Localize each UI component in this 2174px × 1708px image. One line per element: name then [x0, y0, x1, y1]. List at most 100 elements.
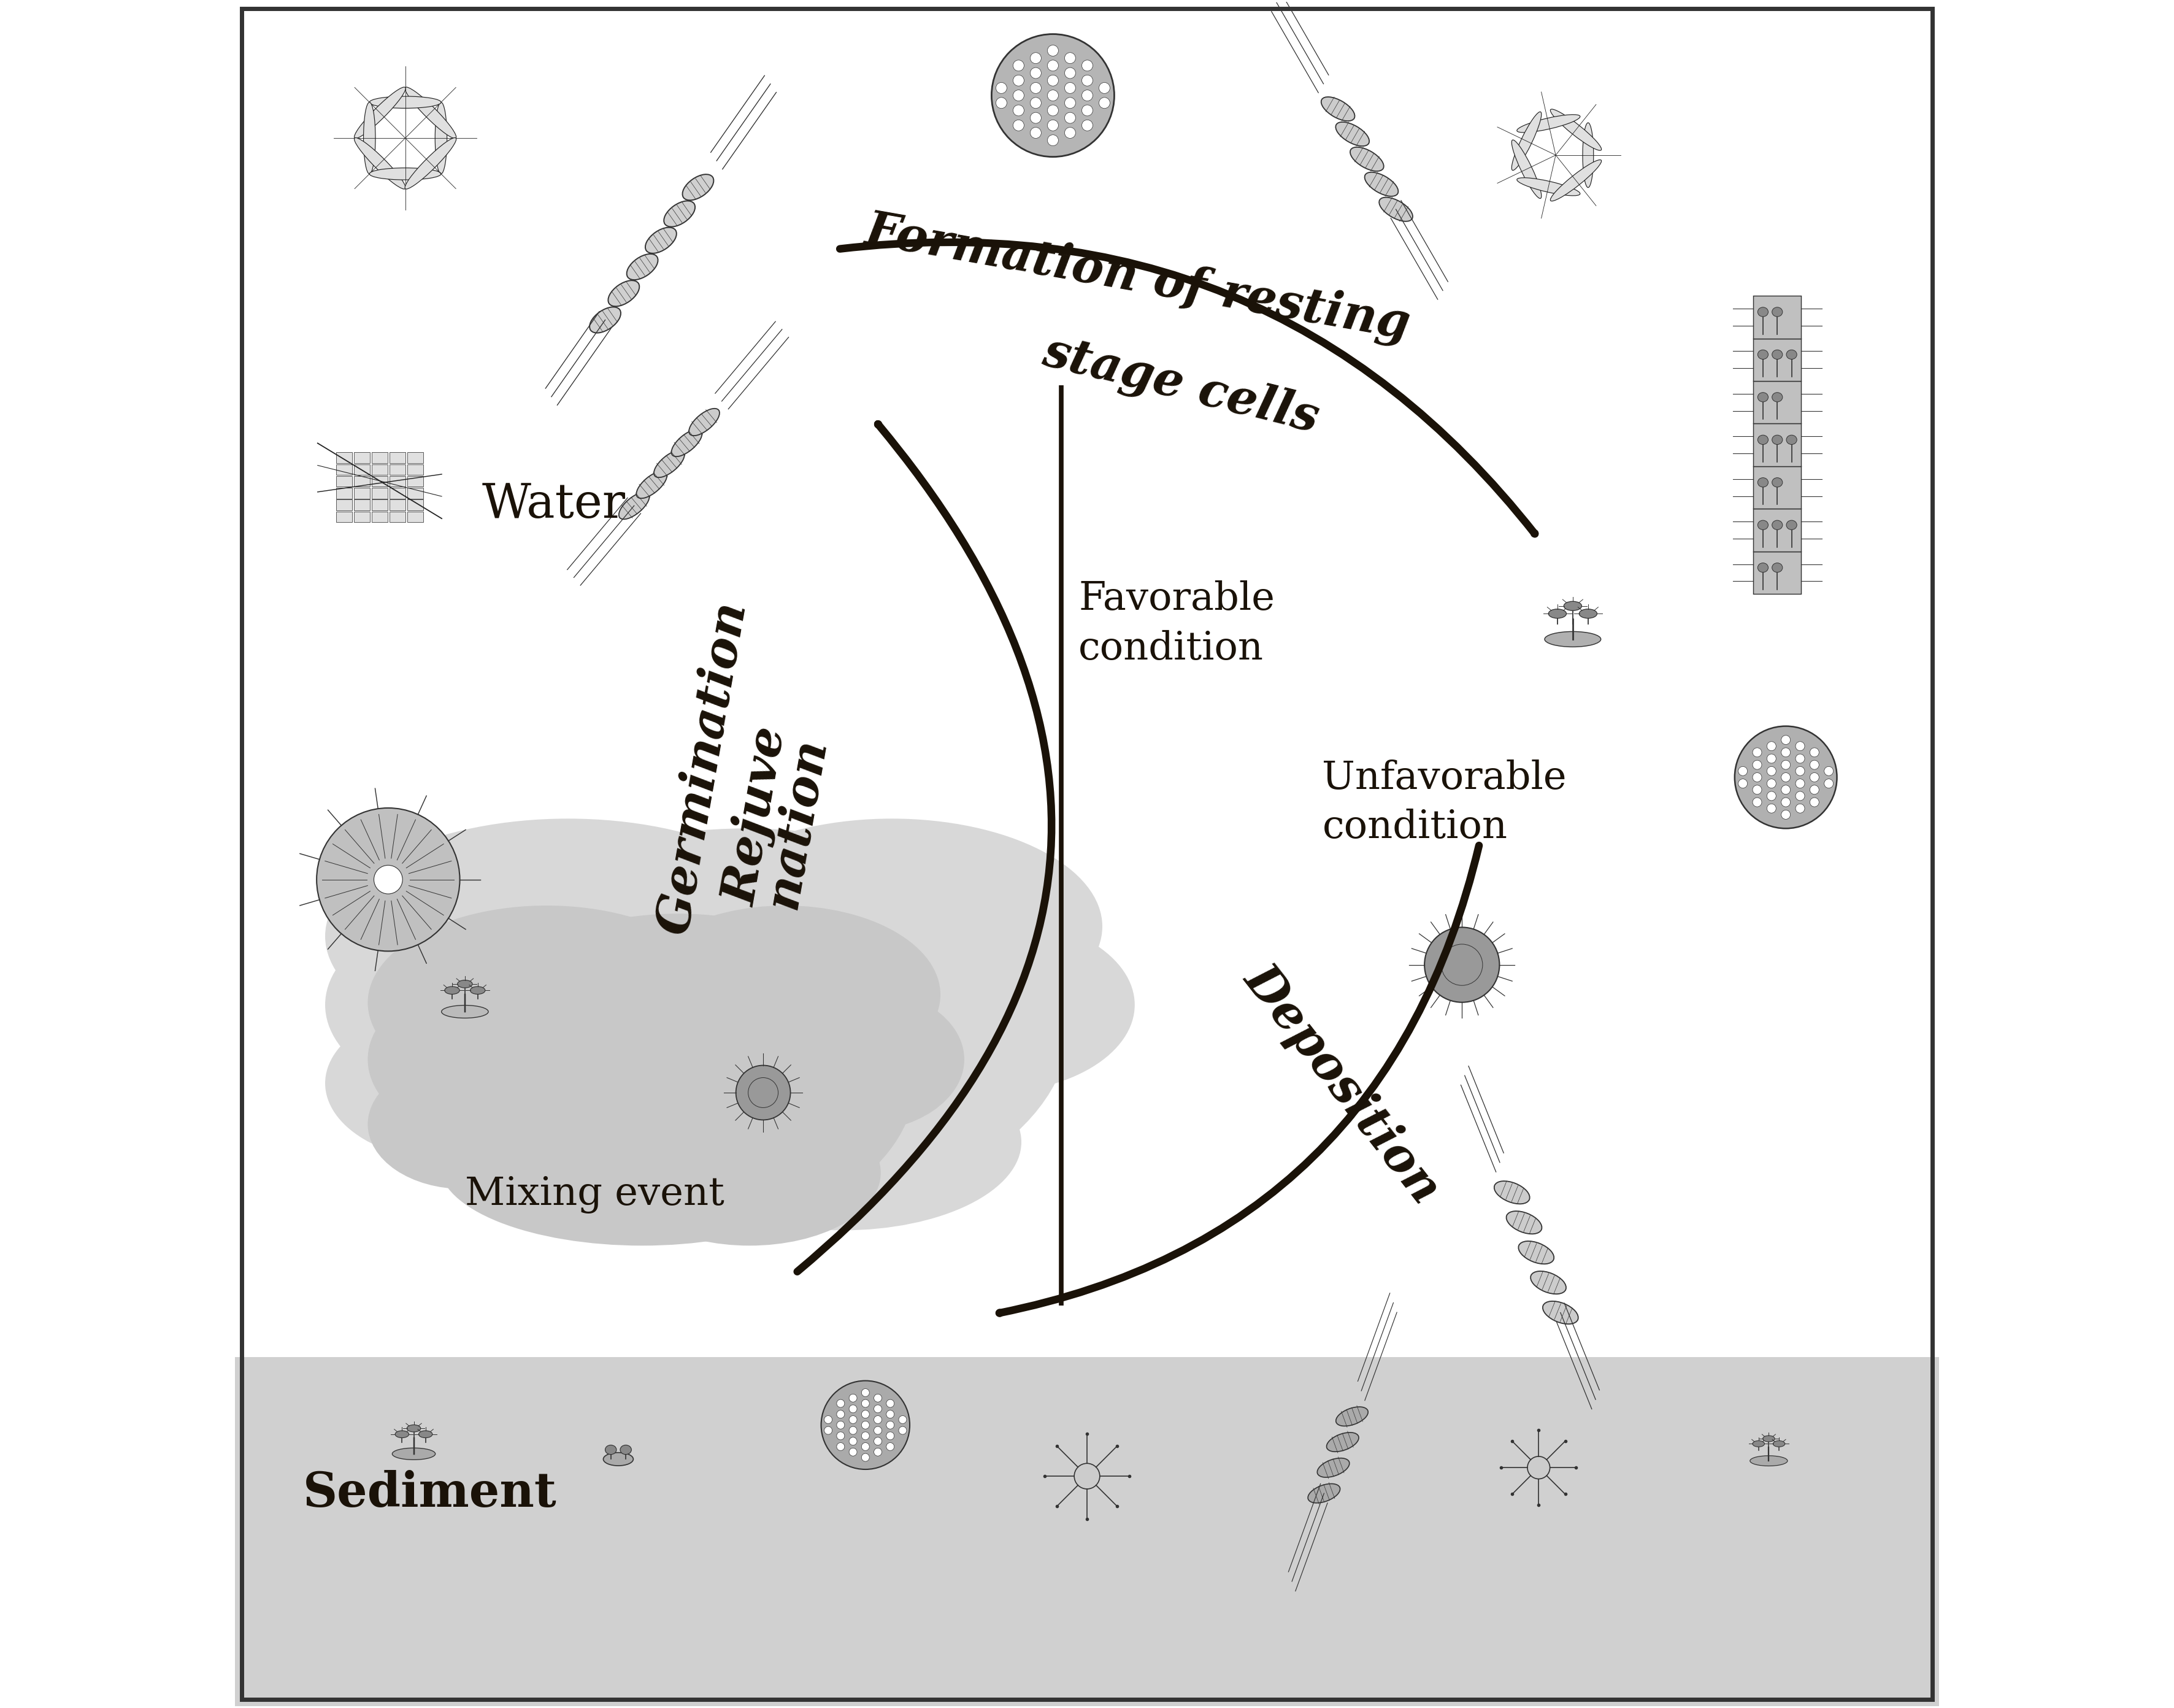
Text: Water: Water	[483, 482, 626, 528]
Circle shape	[991, 34, 1115, 157]
Circle shape	[861, 1431, 870, 1440]
Ellipse shape	[1772, 393, 1783, 401]
Ellipse shape	[1548, 610, 1565, 618]
Circle shape	[1030, 128, 1041, 138]
Ellipse shape	[1335, 121, 1370, 147]
FancyBboxPatch shape	[1754, 381, 1800, 424]
Ellipse shape	[609, 280, 639, 306]
Circle shape	[1083, 75, 1094, 85]
Circle shape	[874, 1426, 883, 1435]
Ellipse shape	[1759, 564, 1767, 572]
Circle shape	[850, 1448, 857, 1455]
Ellipse shape	[1365, 173, 1398, 196]
Circle shape	[837, 1421, 844, 1430]
Ellipse shape	[1326, 1433, 1359, 1452]
Circle shape	[1767, 791, 1776, 801]
Ellipse shape	[1511, 140, 1541, 198]
FancyBboxPatch shape	[354, 500, 370, 511]
Ellipse shape	[665, 1054, 1022, 1230]
Ellipse shape	[404, 87, 457, 138]
Text: Favorable
condition: Favorable condition	[1078, 581, 1274, 668]
Circle shape	[1824, 779, 1833, 787]
Circle shape	[1752, 798, 1761, 806]
Ellipse shape	[626, 254, 659, 280]
Circle shape	[1013, 91, 1024, 101]
Circle shape	[1752, 748, 1761, 757]
FancyBboxPatch shape	[407, 477, 424, 487]
Ellipse shape	[672, 429, 702, 456]
Circle shape	[824, 1416, 833, 1423]
Ellipse shape	[1578, 610, 1598, 618]
Ellipse shape	[683, 174, 713, 200]
FancyBboxPatch shape	[372, 465, 387, 475]
Ellipse shape	[646, 227, 676, 253]
Text: Rejuve
nation: Rejuve nation	[717, 724, 837, 915]
FancyBboxPatch shape	[354, 453, 370, 463]
Circle shape	[887, 1443, 894, 1450]
Circle shape	[1083, 104, 1094, 116]
Circle shape	[1065, 68, 1076, 79]
Circle shape	[850, 1436, 857, 1445]
Ellipse shape	[1378, 198, 1413, 222]
Circle shape	[887, 1431, 894, 1440]
Circle shape	[1048, 75, 1059, 85]
Circle shape	[1030, 113, 1041, 123]
Circle shape	[1752, 760, 1761, 769]
FancyBboxPatch shape	[372, 477, 387, 487]
Ellipse shape	[367, 1059, 559, 1189]
Ellipse shape	[1511, 111, 1541, 171]
FancyBboxPatch shape	[372, 453, 387, 463]
FancyBboxPatch shape	[389, 500, 404, 511]
Circle shape	[850, 1416, 857, 1423]
Circle shape	[1767, 753, 1776, 763]
Ellipse shape	[620, 492, 650, 519]
FancyBboxPatch shape	[337, 477, 352, 487]
Ellipse shape	[1763, 1436, 1774, 1442]
Ellipse shape	[1563, 601, 1583, 610]
Circle shape	[1083, 91, 1094, 101]
Circle shape	[1781, 772, 1791, 782]
Ellipse shape	[604, 1452, 633, 1465]
Circle shape	[1824, 767, 1833, 775]
FancyBboxPatch shape	[354, 511, 370, 523]
Circle shape	[850, 1406, 857, 1413]
Circle shape	[1048, 44, 1059, 56]
Ellipse shape	[1759, 478, 1767, 487]
Text: Sediment: Sediment	[302, 1471, 557, 1517]
Circle shape	[1796, 791, 1804, 801]
Circle shape	[887, 1421, 894, 1430]
Circle shape	[1083, 60, 1094, 72]
Circle shape	[1767, 767, 1776, 775]
Ellipse shape	[604, 1445, 617, 1455]
Circle shape	[1424, 927, 1500, 1003]
Ellipse shape	[435, 102, 448, 174]
Text: stage cells: stage cells	[1037, 328, 1324, 442]
Ellipse shape	[1759, 307, 1767, 316]
Ellipse shape	[404, 138, 457, 190]
Ellipse shape	[620, 1445, 630, 1455]
Ellipse shape	[391, 1448, 435, 1460]
Circle shape	[1065, 53, 1076, 63]
FancyBboxPatch shape	[407, 488, 424, 499]
Ellipse shape	[1759, 350, 1767, 359]
Circle shape	[1809, 748, 1820, 757]
Circle shape	[1781, 786, 1791, 794]
Circle shape	[1074, 1464, 1100, 1489]
Ellipse shape	[1752, 1442, 1765, 1447]
FancyBboxPatch shape	[1754, 424, 1800, 466]
Ellipse shape	[441, 1006, 489, 1018]
Circle shape	[1735, 726, 1837, 828]
Circle shape	[850, 1426, 857, 1435]
Circle shape	[1781, 798, 1791, 806]
Ellipse shape	[439, 914, 917, 1238]
FancyBboxPatch shape	[389, 465, 404, 475]
Ellipse shape	[446, 987, 459, 994]
Circle shape	[1796, 767, 1804, 775]
Circle shape	[1013, 75, 1024, 85]
FancyArrowPatch shape	[1000, 845, 1478, 1313]
Circle shape	[837, 1443, 844, 1450]
Ellipse shape	[1550, 161, 1602, 202]
Ellipse shape	[326, 907, 650, 1103]
Circle shape	[1739, 779, 1748, 787]
Ellipse shape	[1544, 1301, 1578, 1324]
